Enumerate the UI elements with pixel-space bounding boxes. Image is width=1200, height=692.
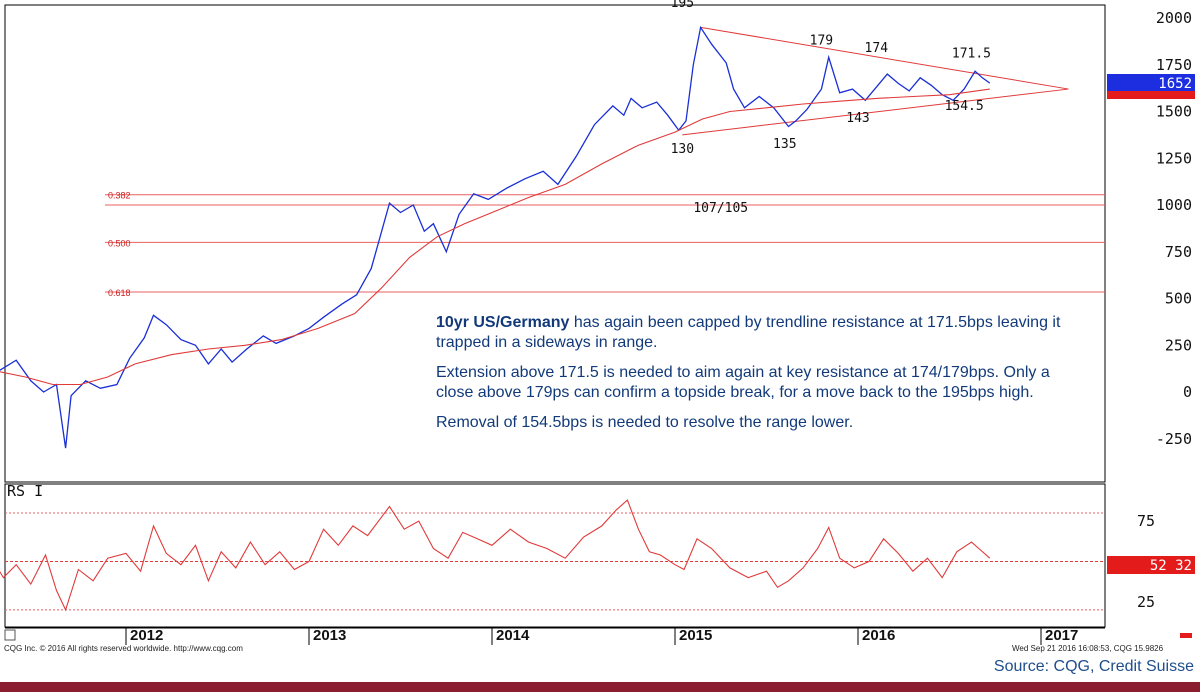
spread-line xyxy=(0,25,991,449)
chart-frame xyxy=(4,4,1195,645)
level-label: 107/105 xyxy=(693,201,748,216)
y-tick-label: 0 xyxy=(1183,383,1192,401)
rsi-line xyxy=(0,499,991,612)
brand-bar xyxy=(0,682,1200,692)
price-series xyxy=(0,25,1069,612)
level-label: 171.5 xyxy=(952,47,991,62)
rsi-value-label: 52 32 xyxy=(1150,558,1192,574)
x-tick-label: 2013 xyxy=(313,627,346,644)
fib-level-label: 0.618 xyxy=(108,288,131,298)
y-tick-label: 2000 xyxy=(1156,9,1192,27)
source-text: Source: CQG, Credit Suisse xyxy=(993,658,1194,675)
trendline xyxy=(700,26,1069,90)
y-tick-label: 750 xyxy=(1165,243,1192,261)
level-label: 195 xyxy=(671,0,694,11)
commentary-text-1: has again been capped by trendline resis… xyxy=(436,314,1061,351)
y-tick-label: 250 xyxy=(1165,336,1192,354)
chart-labels: 2000 1750 1500 1250 1000 750 500 250 0 -250 2012 20… xyxy=(108,0,1192,644)
x-tick-label: 2014 xyxy=(496,627,530,644)
y-tick-label: 1500 xyxy=(1156,103,1192,121)
level-label: 174 xyxy=(865,41,889,56)
average-value-box xyxy=(1107,91,1195,99)
rsi-panel-border xyxy=(4,483,1106,628)
commentary-paragraph-3: Removal of 154.5bps is needed to resolve… xyxy=(436,414,854,431)
x-tick-label: 2017 xyxy=(1045,627,1078,644)
commentary-paragraph-1: 10yr US/Germany has again been capped by… xyxy=(436,313,1076,353)
y-tick-label: 1250 xyxy=(1156,149,1192,167)
x-tick-label: 2015 xyxy=(679,627,712,644)
y-tick-label: 1000 xyxy=(1156,196,1192,214)
last-value-label: 1652 xyxy=(1158,76,1192,92)
rsi-tick-label: 75 xyxy=(1137,512,1155,530)
trendline xyxy=(682,88,1069,136)
level-label: 154.5 xyxy=(945,99,984,114)
level-label: 135 xyxy=(773,137,796,152)
fib-level-label: 0.382 xyxy=(108,191,131,201)
x-tick-label: 2012 xyxy=(130,627,163,644)
moving-average-line xyxy=(0,88,990,386)
commentary-lead: 10yr US/Germany xyxy=(436,314,570,331)
rsi-tick-label: 25 xyxy=(1137,593,1155,611)
fib-level-label: 0.500 xyxy=(108,238,131,248)
level-label: 130 xyxy=(671,142,694,157)
fib-levels xyxy=(5,194,1105,611)
commentary-paragraph-2: Extension above 171.5 is needed to aim a… xyxy=(436,364,1050,401)
last-value-box xyxy=(1107,74,1195,91)
x-tick-label: 2016 xyxy=(862,627,895,644)
y-tick-label: -250 xyxy=(1156,430,1192,448)
commentary-box: 10yr US/Germany has again been capped by… xyxy=(436,313,1076,443)
level-label: 179 xyxy=(810,33,833,48)
scroll-arrow-icon xyxy=(1180,633,1192,638)
rsi-value-box xyxy=(1107,556,1195,574)
level-label: 143 xyxy=(846,111,869,126)
main-panel-border xyxy=(4,4,1106,483)
rsi-panel-label: RS I xyxy=(7,482,43,500)
copyright-text: CQG Inc. © 2016 All rights reserved worl… xyxy=(4,644,243,653)
y-tick-label: 1750 xyxy=(1156,56,1192,74)
y-tick-label: 500 xyxy=(1165,290,1192,308)
scroll-box xyxy=(4,629,16,641)
timestamp-text: Wed Sep 21 2016 16:08:53, CQG 15.9826 xyxy=(1012,644,1164,653)
